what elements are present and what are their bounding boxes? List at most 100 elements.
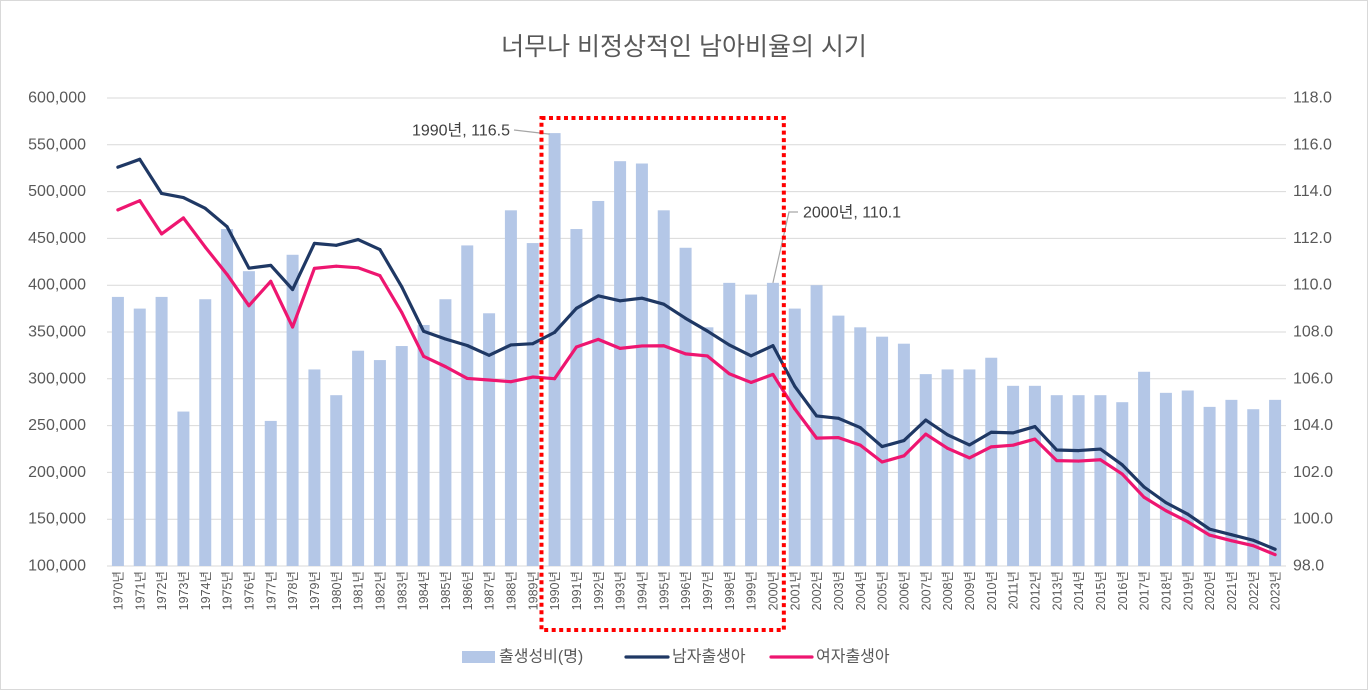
point-male-births <box>1055 448 1059 452</box>
x-axis-tick-label: 1984년 <box>417 571 431 610</box>
left-axis-labels: 100,000 150,000 200,000 250,000 300,000 350,0… <box>28 90 86 575</box>
x-axis-tick-label: 2015년 <box>1094 571 1108 610</box>
x-axis-tick-label: 1994년 <box>635 571 649 610</box>
point-female-births <box>181 216 185 220</box>
point-male-births <box>793 384 797 388</box>
right-axis-tick-label: 112.0 <box>1293 230 1332 247</box>
x-axis-tick-label: 2017년 <box>1138 571 1152 610</box>
point-male-births <box>858 426 862 430</box>
point-female-births <box>1208 533 1212 537</box>
bar-sex-ratio <box>155 296 168 566</box>
bar-sex-ratio <box>1094 395 1107 566</box>
point-male-births <box>116 165 120 169</box>
bar-sex-ratio <box>417 324 430 566</box>
point-female-births <box>291 325 295 329</box>
x-axis-tick-label: 2013년 <box>1050 571 1064 610</box>
bar-sex-ratio <box>1028 385 1041 566</box>
bar-sex-ratio <box>570 229 583 567</box>
point-female-births <box>247 304 251 308</box>
point-female-births <box>902 454 906 458</box>
bar-sex-ratio <box>199 299 212 566</box>
bar-sex-ratio <box>352 350 365 566</box>
point-male-births <box>946 433 950 437</box>
bar-sex-ratio <box>1116 402 1129 566</box>
left-axis-tick-label: 100,000 <box>28 558 86 575</box>
bar-sex-ratio <box>264 420 277 566</box>
bar-sex-ratio <box>286 254 299 566</box>
left-axis-tick-label: 150,000 <box>28 511 86 528</box>
point-female-births <box>531 375 535 379</box>
point-female-births <box>596 337 600 341</box>
x-axis-tick-label: 1979년 <box>308 571 322 610</box>
point-male-births <box>1077 449 1081 453</box>
x-axis-tick-label: 1972년 <box>155 571 169 610</box>
point-female-births <box>1229 539 1233 543</box>
x-axis-tick-label: 2012년 <box>1028 571 1042 610</box>
bar-sex-ratio <box>788 308 801 566</box>
point-male-births <box>334 243 338 247</box>
point-female-births <box>225 272 229 276</box>
point-female-births <box>574 345 578 349</box>
point-female-births <box>269 279 273 283</box>
legend-label-male-births: 남자출생아 <box>672 648 746 666</box>
x-axis-tick-label: 1997년 <box>701 571 715 610</box>
point-female-births <box>618 346 622 350</box>
point-female-births <box>1098 458 1102 462</box>
point-male-births <box>815 414 819 418</box>
x-axis-tick-label: 1993년 <box>614 571 628 610</box>
point-female-births <box>640 344 644 348</box>
bar-sex-ratio <box>1159 392 1172 566</box>
bar-sex-ratio <box>745 294 758 566</box>
point-male-births <box>771 344 775 348</box>
point-male-births <box>662 302 666 306</box>
bar-sex-ratio <box>1072 395 1085 566</box>
x-axis-tick-label: 2021년 <box>1225 571 1239 610</box>
point-female-births <box>1077 459 1081 463</box>
point-female-births <box>1142 495 1146 499</box>
x-axis-tick-label: 1999년 <box>745 571 759 610</box>
point-male-births <box>203 206 207 210</box>
bar-sex-ratio <box>308 369 321 566</box>
point-female-births <box>880 460 884 464</box>
point-female-births <box>465 376 469 380</box>
point-female-births <box>1055 459 1059 463</box>
point-female-births <box>815 436 819 440</box>
x-axis-tick-label: 1981년 <box>352 571 366 610</box>
legend-label-female-births: 여자출생아 <box>816 648 890 666</box>
left-axis-tick-label: 500,000 <box>28 183 86 200</box>
point-male-births <box>1186 512 1190 516</box>
left-axis-tick-label: 400,000 <box>28 277 86 294</box>
right-axis-tick-label: 102.0 <box>1293 464 1333 481</box>
bar-sex-ratio <box>526 243 539 566</box>
point-male-births <box>465 343 469 347</box>
point-male-births <box>422 329 426 333</box>
point-male-births <box>574 306 578 310</box>
point-female-births <box>727 372 731 376</box>
point-male-births <box>989 430 993 434</box>
bar-sex-ratio <box>592 200 605 566</box>
bar-sex-ratio <box>963 369 976 566</box>
left-axis-tick-label: 200,000 <box>28 464 86 481</box>
birth-lines <box>116 157 1277 557</box>
point-male-births <box>640 296 644 300</box>
point-female-births <box>1251 544 1255 548</box>
x-axis-tick-label: 1974년 <box>199 571 213 610</box>
x-axis-tick-label: 1988년 <box>504 571 518 610</box>
point-female-births <box>1120 472 1124 476</box>
bar-sex-ratio <box>111 296 124 566</box>
point-male-births <box>1033 425 1037 429</box>
point-male-births <box>509 343 513 347</box>
point-male-births <box>553 330 557 334</box>
bar-sex-ratio <box>1050 395 1063 566</box>
bar-sex-ratio <box>504 210 517 566</box>
point-female-births <box>422 354 426 358</box>
x-axis-tick-label: 1996년 <box>679 571 693 610</box>
point-female-births <box>662 344 666 348</box>
x-axis-tick-label: 1990년 <box>548 571 562 610</box>
point-male-births <box>924 418 928 422</box>
point-female-births <box>858 443 862 447</box>
legend-item-female-births: 여자출생아 <box>769 648 890 666</box>
point-male-births <box>902 439 906 443</box>
point-male-births <box>1208 527 1212 531</box>
